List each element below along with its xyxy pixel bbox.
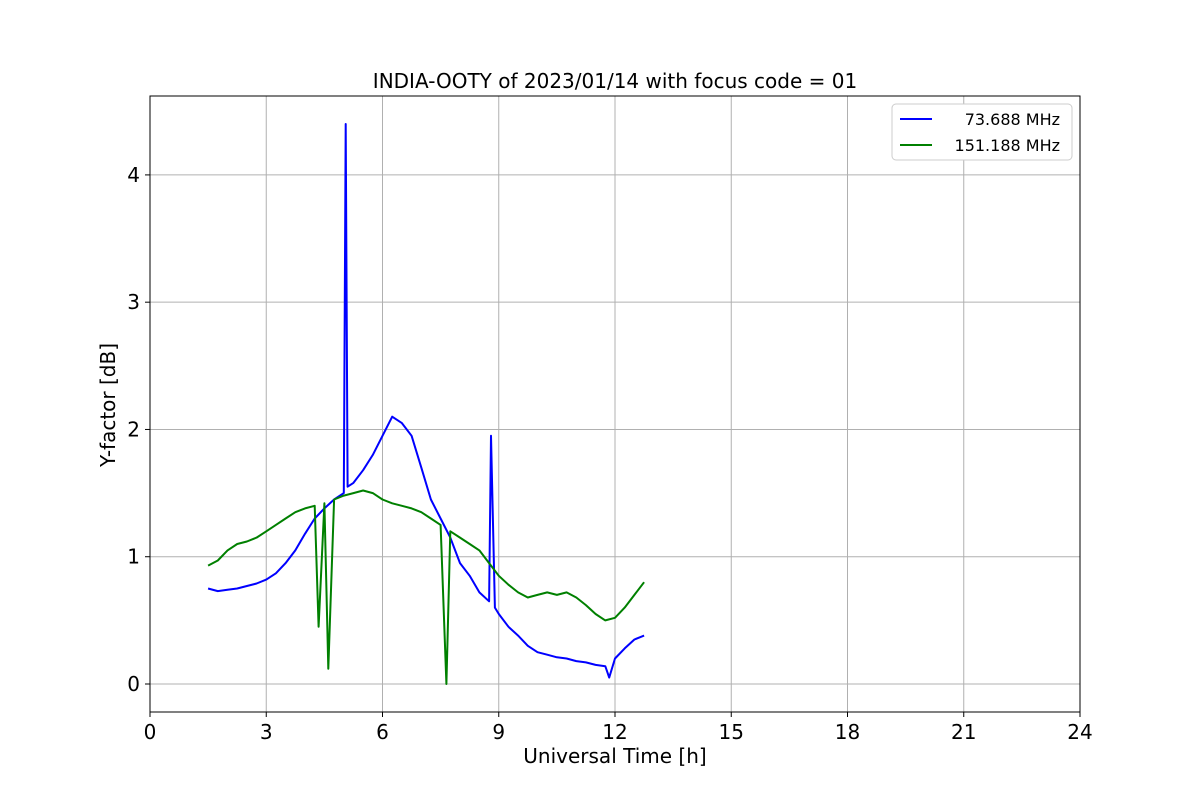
legend-label-0: 73.688 MHz: [965, 110, 1060, 129]
y-tick-label: 4: [127, 163, 140, 187]
x-tick-label: 21: [951, 720, 976, 744]
series-line-0: [207, 123, 645, 679]
chart-title: INDIA-OOTY of 2023/01/14 with focus code…: [373, 69, 857, 93]
y-axis-label: Y-factor [dB]: [96, 343, 120, 468]
y-tick-label: 2: [127, 417, 140, 441]
series-line-1: [207, 489, 645, 685]
legend: 73.688 MHz 151.188 MHz: [891, 103, 1073, 161]
y-tick-label: 1: [127, 545, 140, 569]
x-tick-label: 12: [602, 720, 627, 744]
x-tick-label: 3: [260, 720, 273, 744]
legend-box: [891, 103, 1073, 161]
x-tick-label: 6: [376, 720, 389, 744]
plot-area: [207, 123, 645, 685]
x-tick-label: 9: [492, 720, 505, 744]
y-tick-label: 3: [127, 290, 140, 314]
y-tick-label: 0: [127, 672, 140, 696]
x-tick-label: 0: [144, 720, 157, 744]
x-tick-label: 15: [719, 720, 744, 744]
legend-label-1: 151.188 MHz: [955, 136, 1060, 155]
x-tick-label: 24: [1067, 720, 1092, 744]
x-axis-label: Universal Time [h]: [523, 744, 706, 768]
x-tick-label: 18: [835, 720, 860, 744]
